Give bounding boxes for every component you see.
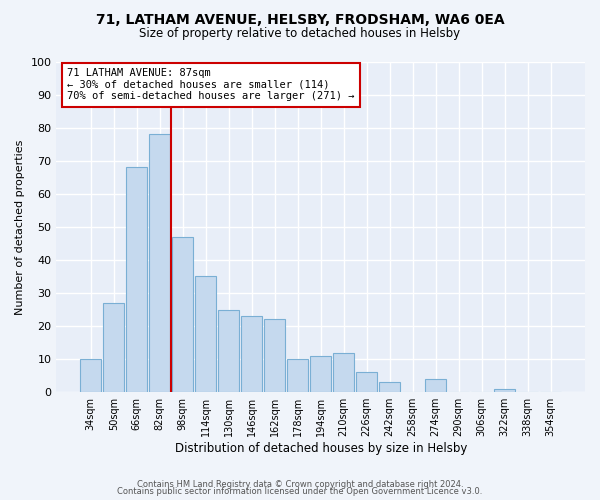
Bar [494, 389, 515, 392]
Bar [80, 359, 101, 392]
Bar [218, 310, 239, 392]
Text: Size of property relative to detached houses in Helsby: Size of property relative to detached ho… [139, 28, 461, 40]
Text: Contains HM Land Registry data © Crown copyright and database right 2024.: Contains HM Land Registry data © Crown c… [137, 480, 463, 489]
Bar [287, 359, 308, 392]
Bar [127, 168, 147, 392]
Text: Contains public sector information licensed under the Open Government Licence v3: Contains public sector information licen… [118, 487, 482, 496]
Bar [310, 356, 331, 392]
X-axis label: Distribution of detached houses by size in Helsby: Distribution of detached houses by size … [175, 442, 467, 455]
Bar [265, 320, 285, 392]
Bar [379, 382, 400, 392]
Bar [103, 303, 124, 392]
Bar [356, 372, 377, 392]
Y-axis label: Number of detached properties: Number of detached properties [15, 139, 25, 314]
Bar [196, 276, 216, 392]
Text: 71 LATHAM AVENUE: 87sqm
← 30% of detached houses are smaller (114)
70% of semi-d: 71 LATHAM AVENUE: 87sqm ← 30% of detache… [67, 68, 355, 102]
Bar [172, 237, 193, 392]
Bar [425, 379, 446, 392]
Bar [334, 352, 354, 392]
Bar [241, 316, 262, 392]
Bar [149, 134, 170, 392]
Text: 71, LATHAM AVENUE, HELSBY, FRODSHAM, WA6 0EA: 71, LATHAM AVENUE, HELSBY, FRODSHAM, WA6… [95, 12, 505, 26]
